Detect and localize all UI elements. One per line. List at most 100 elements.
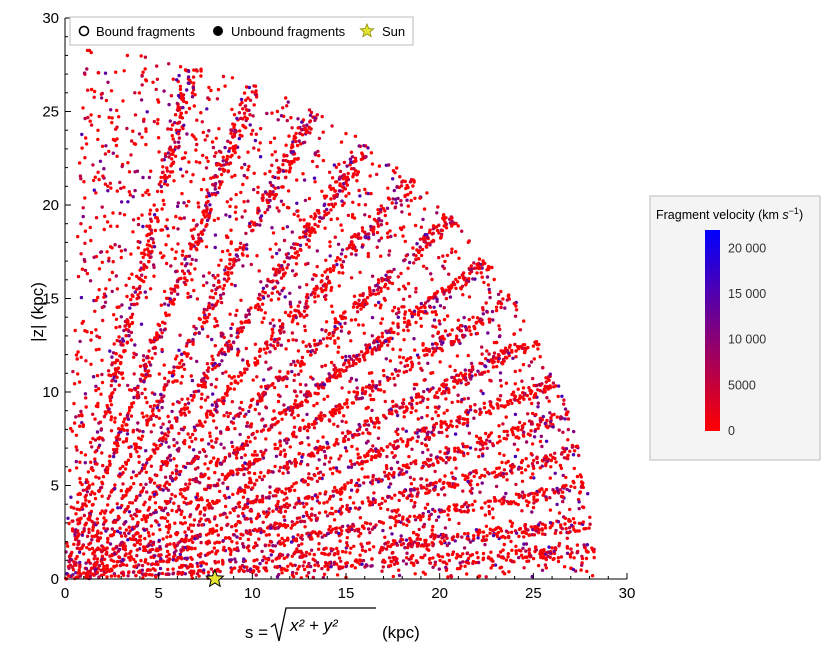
fragment-point [240, 563, 245, 568]
fragment-point [252, 222, 256, 227]
fragment-point [521, 386, 526, 390]
fragment-point [531, 376, 535, 381]
fragment-point [132, 481, 136, 486]
fragment-point [120, 164, 124, 169]
fragment-point [258, 399, 263, 403]
fragment-point [142, 279, 146, 284]
fragment-point [301, 564, 305, 568]
fragment-point [283, 539, 287, 543]
fragment-point [92, 534, 96, 539]
fragment-point [147, 175, 152, 180]
fragment-point [561, 499, 565, 504]
fragment-point [524, 440, 529, 444]
fragment-point [302, 178, 307, 182]
fragment-point [227, 149, 231, 153]
fragment-point [562, 449, 567, 454]
fragment-point [444, 461, 448, 465]
fragment-point [296, 349, 301, 353]
fragment-point [101, 318, 105, 323]
fragment-point [275, 158, 279, 163]
fragment-point [246, 199, 250, 203]
fragment-point [523, 468, 528, 472]
fragment-point [322, 572, 327, 576]
fragment-point [154, 443, 158, 448]
fragment-point [207, 271, 211, 275]
fragment-point [227, 374, 231, 378]
fragment-point [491, 533, 496, 538]
fragment-point [99, 531, 103, 535]
fragment-point [226, 384, 230, 389]
fragment-point [385, 206, 390, 210]
fragment-point [98, 486, 103, 490]
fragment-point [368, 522, 373, 526]
fragment-point [397, 573, 402, 578]
fragment-point [506, 552, 510, 556]
fragment-point [82, 513, 87, 518]
fragment-point [75, 507, 79, 511]
fragment-point [494, 305, 499, 309]
fragment-point [316, 294, 320, 298]
fragment-point [407, 454, 411, 459]
fragment-point [350, 462, 354, 467]
fragment-point [152, 265, 156, 270]
fragment-point [214, 287, 218, 292]
fragment-point [120, 424, 124, 428]
fragment-point [213, 559, 217, 564]
fragment-point [163, 433, 167, 437]
fragment-point [559, 555, 564, 559]
fragment-point [531, 556, 536, 561]
fragment-point [207, 442, 211, 446]
fragment-point [548, 411, 552, 415]
fragment-point [365, 427, 369, 432]
fragment-point [255, 429, 259, 434]
fragment-point [440, 555, 445, 559]
fragment-point [514, 492, 519, 496]
fragment-point [396, 332, 400, 336]
fragment-point [104, 570, 109, 574]
fragment-point [82, 257, 87, 262]
fragment-point [125, 432, 130, 436]
fragment-point [146, 568, 150, 572]
fragment-point [468, 540, 473, 544]
fragment-point [145, 247, 150, 251]
fragment-point [355, 447, 359, 451]
fragment-point [137, 132, 142, 136]
fragment-point [371, 449, 375, 453]
fragment-point [216, 533, 220, 537]
fragment-point [234, 529, 238, 533]
fragment-point [249, 500, 254, 504]
fragment-point [301, 501, 305, 505]
fragment-point [406, 545, 410, 550]
fragment-point [136, 246, 140, 250]
fragment-point [249, 132, 254, 136]
fragment-point [172, 443, 176, 448]
fragment-point [561, 490, 565, 494]
fragment-point [527, 419, 532, 423]
fragment-point [516, 448, 520, 452]
fragment-point [531, 472, 535, 476]
fragment-point [376, 436, 381, 440]
fragment-point [503, 306, 507, 310]
fragment-point [202, 177, 206, 182]
fragment-point [518, 368, 522, 373]
fragment-point [86, 470, 91, 474]
fragment-point [315, 249, 319, 253]
fragment-point [489, 550, 493, 554]
fragment-point [179, 111, 183, 116]
fragment-point [124, 462, 129, 466]
fragment-point [192, 288, 196, 293]
fragment-point [165, 549, 170, 554]
fragment-point [281, 267, 285, 272]
fragment-point [219, 258, 223, 262]
fragment-point [415, 492, 420, 496]
fragment-point [360, 245, 364, 249]
fragment-point [146, 562, 150, 566]
fragment-point [201, 274, 206, 278]
fragment-point [113, 420, 117, 424]
fragment-point [228, 312, 232, 316]
fragment-point [270, 327, 274, 332]
fragment-point [210, 403, 214, 407]
fragment-point [395, 166, 399, 170]
fragment-point [296, 304, 300, 308]
fragment-point [349, 276, 354, 280]
